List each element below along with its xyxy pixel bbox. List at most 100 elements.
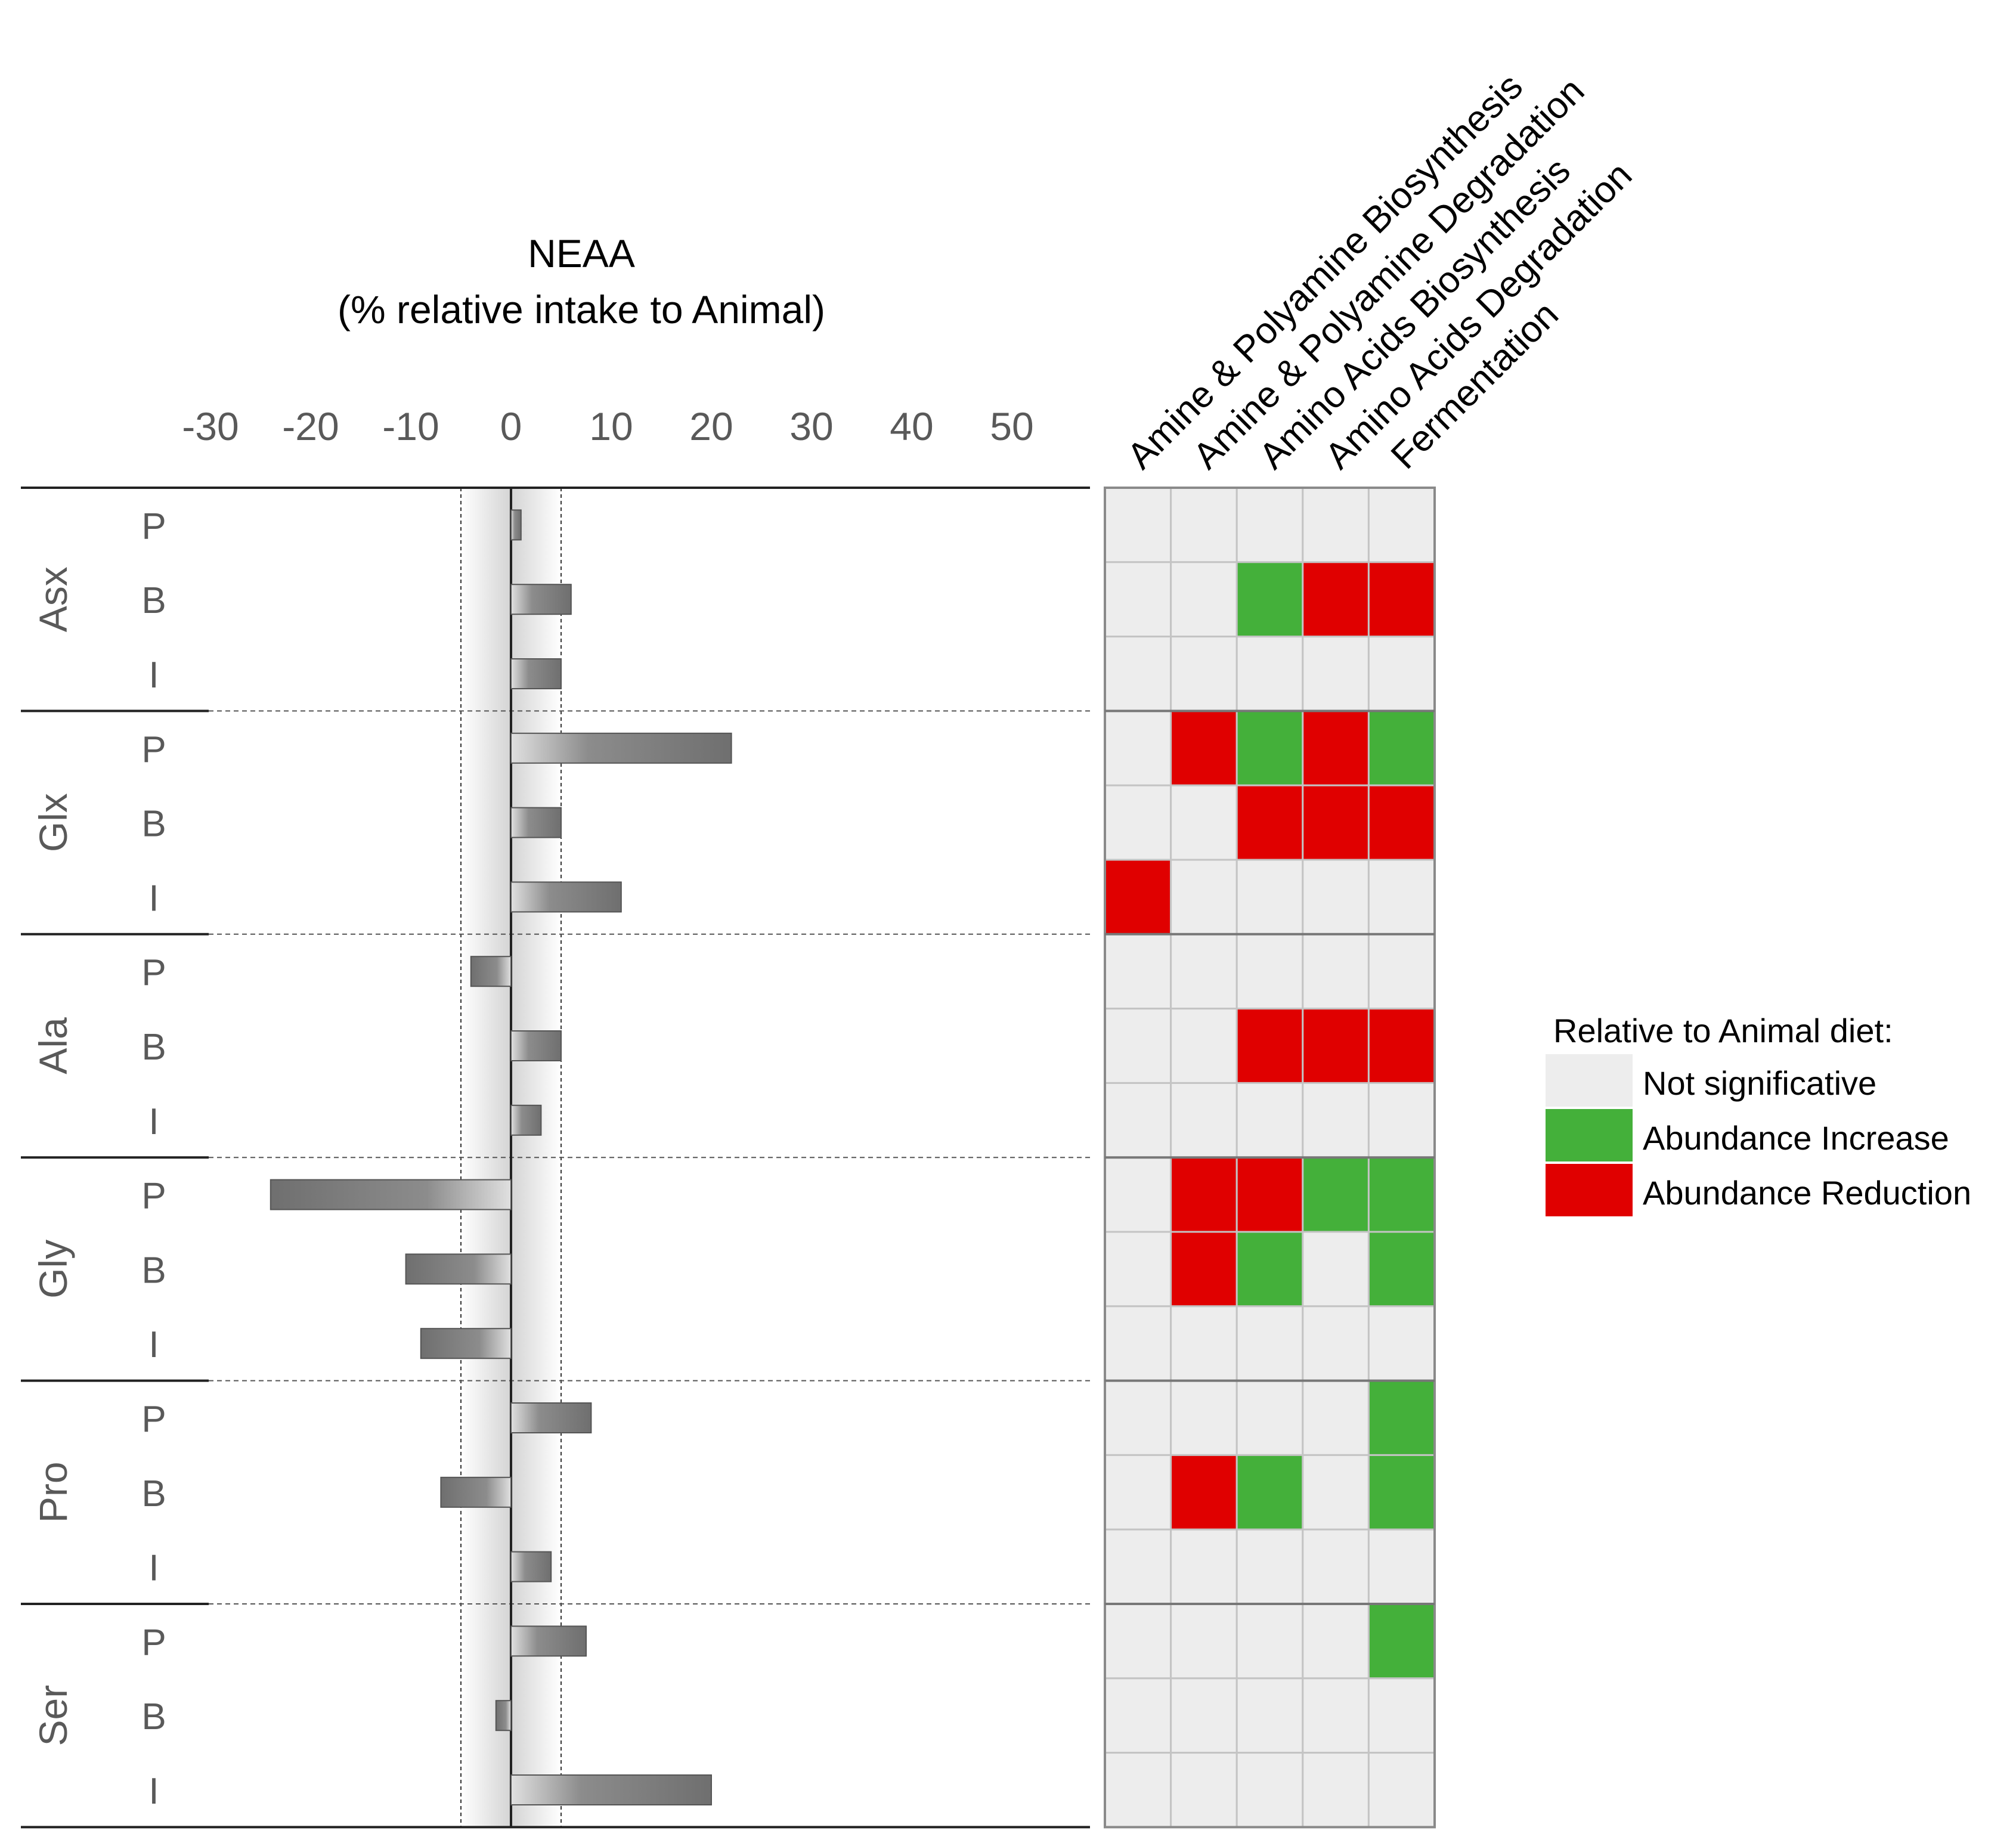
group-label: Ser	[31, 1685, 75, 1746]
bar-mark	[270, 1179, 512, 1210]
group-label: Ala	[31, 1017, 75, 1074]
heatmap-cell	[1104, 1528, 1172, 1605]
heatmap-cell	[1367, 1305, 1436, 1382]
bar-mark	[510, 509, 522, 541]
heatmap-cell	[1104, 487, 1172, 563]
heatmap-cell	[1104, 1454, 1172, 1531]
bar-mark	[420, 1328, 512, 1359]
heatmap-cell	[1235, 1677, 1304, 1754]
row-sublabel: I	[148, 878, 159, 919]
heatmap-cell	[1235, 1305, 1304, 1382]
legend: Relative to Animal diet: Not significati…	[1546, 1012, 1971, 1216]
legend-swatch-abundance-increase	[1546, 1109, 1633, 1161]
row-sublabel: I	[148, 1324, 159, 1365]
heatmap-cell	[1367, 1528, 1436, 1605]
heatmap-cell	[1170, 487, 1238, 563]
heatmap-cell	[1235, 1752, 1304, 1828]
bar-mark	[510, 584, 572, 615]
heatmap-cell	[1104, 1380, 1172, 1456]
heatmap-cell	[1235, 1528, 1304, 1605]
row-sublabel: B	[141, 1250, 166, 1291]
heatmap-cell	[1367, 1603, 1436, 1680]
heatmap-cell	[1302, 1528, 1370, 1605]
row-sublabel: B	[141, 1473, 166, 1514]
heatmap-cell	[1367, 1752, 1436, 1828]
heatmap-cell	[1302, 1677, 1370, 1754]
row-sublabel: P	[141, 1622, 166, 1663]
heatmap-cell	[1235, 487, 1304, 563]
heatmap-cell	[1367, 1454, 1436, 1531]
heatmap-cell	[1367, 636, 1436, 712]
heatmap-cell	[1104, 933, 1172, 1010]
heatmap-cell	[1302, 636, 1370, 712]
row-sublabel: I	[148, 1771, 159, 1812]
legend-label-not-significative: Not significative	[1643, 1064, 1876, 1102]
group-label: Asx	[31, 566, 75, 632]
bar-mark	[510, 1774, 712, 1805]
heatmap-cell	[1170, 710, 1238, 786]
heatmap-cell	[1104, 1603, 1172, 1680]
row-sublabel: I	[148, 1548, 159, 1589]
bar-mark	[470, 956, 512, 987]
heatmap-cell	[1302, 1603, 1370, 1680]
chart-title: NEAA	[528, 231, 635, 275]
heatmap-cell	[1170, 933, 1238, 1010]
heatmap-cell	[1170, 859, 1238, 936]
x-tick-label: 20	[689, 404, 733, 448]
heatmap-cell	[1170, 1082, 1238, 1159]
row-sublabel: P	[141, 506, 166, 547]
heatmap-cell	[1235, 1082, 1304, 1159]
legend-swatch-not-significative	[1546, 1054, 1633, 1107]
row-sublabel: B	[141, 580, 166, 621]
group-label: Pro	[31, 1461, 75, 1523]
heatmap-cell	[1235, 561, 1304, 638]
heatmap-cell	[1104, 1008, 1172, 1084]
heatmap-cell	[1302, 1305, 1370, 1382]
heatmap-cell	[1235, 1008, 1304, 1084]
heatmap-cell	[1302, 710, 1370, 786]
row-sublabel: P	[141, 952, 166, 993]
heatmap-cell	[1235, 1380, 1304, 1456]
heatmap-cell	[1235, 784, 1304, 861]
row-sublabel: P	[141, 1176, 166, 1217]
heatmap-cell	[1235, 1454, 1304, 1531]
heatmap-cell	[1367, 710, 1436, 786]
heatmap-cell	[1235, 933, 1304, 1010]
heatmap-cell	[1302, 1752, 1370, 1828]
heatmap-cell	[1104, 1156, 1172, 1233]
bar-mark	[405, 1253, 512, 1285]
heatmap-cell	[1170, 1008, 1238, 1084]
row-sublabel: I	[148, 1101, 159, 1142]
heatmap-cell	[1104, 636, 1172, 712]
heatmap-cell	[1302, 1008, 1370, 1084]
bar-mark	[510, 1551, 552, 1582]
x-tick-label: -20	[282, 404, 339, 448]
chart-subtitle: (% relative intake to Animal)	[337, 287, 825, 332]
heatmap-cell	[1170, 1603, 1238, 1680]
heatmap-cell	[1235, 859, 1304, 936]
group-label: Gly	[31, 1240, 75, 1299]
heatmap-cell	[1302, 561, 1370, 638]
x-tick-label: -30	[182, 404, 239, 448]
heatmap-cell	[1367, 1231, 1436, 1308]
row-sublabel: I	[148, 655, 159, 696]
legend-title: Relative to Animal diet:	[1553, 1012, 1893, 1049]
group-label: Glx	[31, 793, 75, 852]
heatmap-cell	[1104, 561, 1172, 638]
heatmap-cell	[1302, 1156, 1370, 1233]
heatmap-cell	[1104, 784, 1172, 861]
heatmap-cell	[1235, 1156, 1304, 1233]
heatmap-cell	[1170, 1677, 1238, 1754]
legend-label-abundance-reduction: Abundance Reduction	[1643, 1174, 1971, 1212]
legend-swatch-abundance-reduction	[1546, 1164, 1633, 1216]
x-tick-label: 50	[990, 404, 1033, 448]
row-sublabel: B	[141, 1696, 166, 1737]
heatmap-cell	[1367, 487, 1436, 563]
x-tick-label: 0	[500, 404, 522, 448]
heatmap-cell	[1104, 1677, 1172, 1754]
row-sublabel: B	[141, 804, 166, 845]
heatmap-cell	[1170, 1454, 1238, 1531]
heatmap-cell	[1170, 784, 1238, 861]
heatmap-cell	[1170, 636, 1238, 712]
